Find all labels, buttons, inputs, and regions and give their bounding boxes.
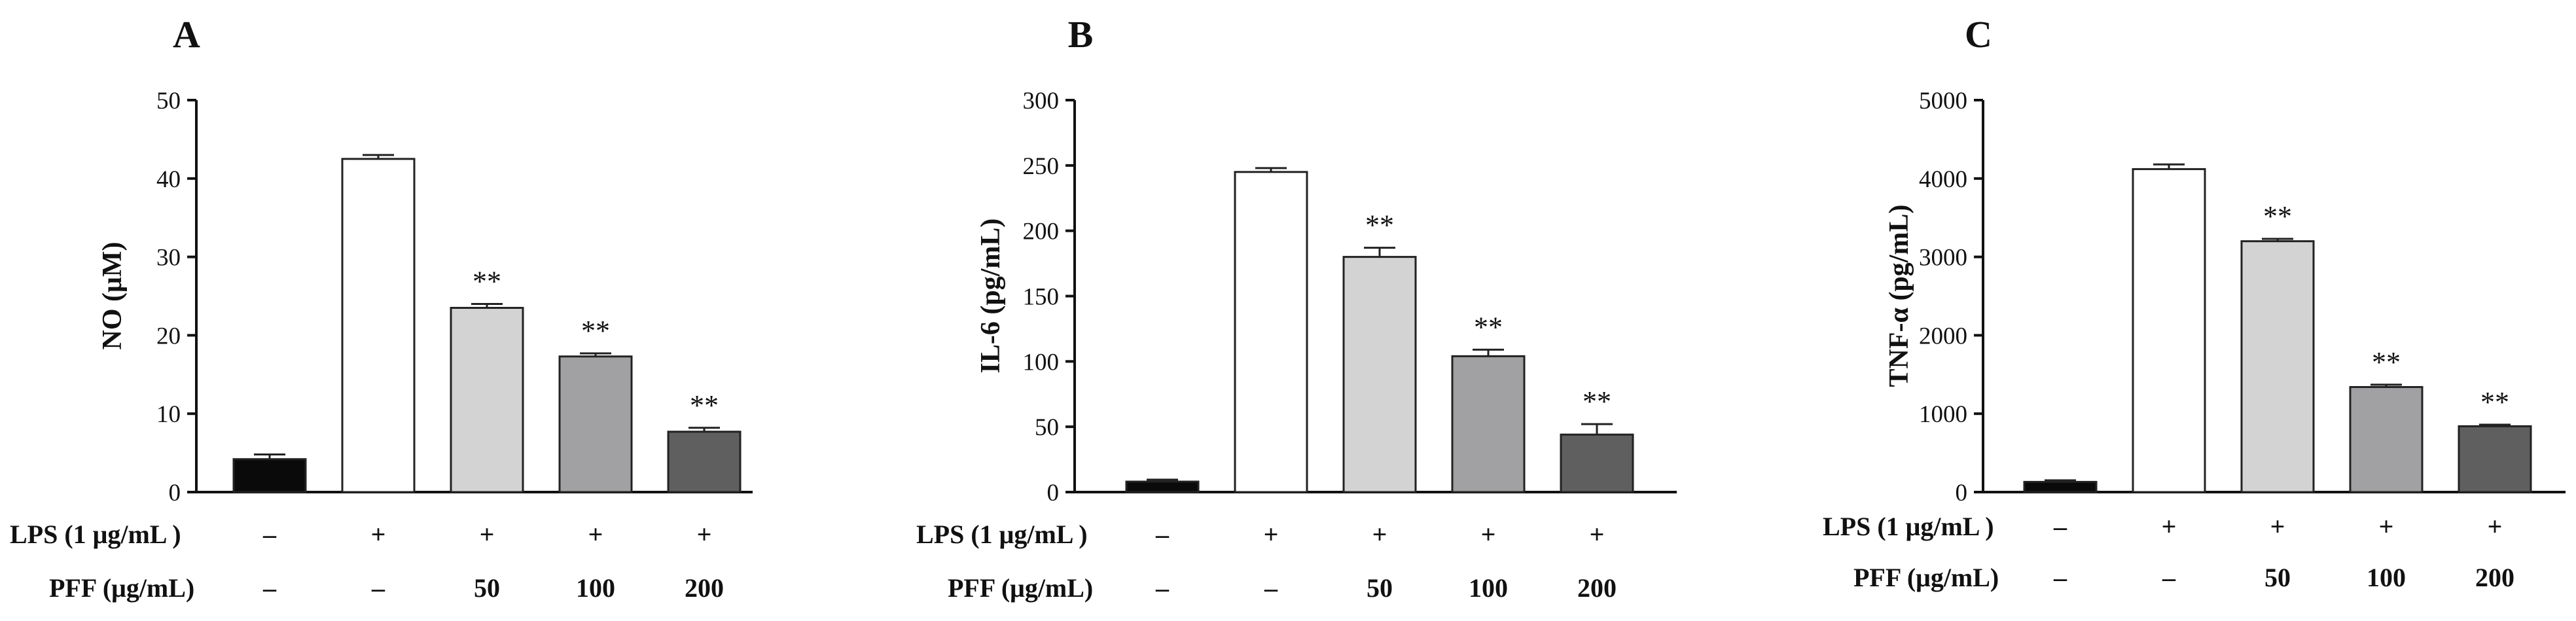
pff-cell: – bbox=[2162, 563, 2176, 592]
lps-cell: + bbox=[371, 520, 386, 549]
pff-cell: 100 bbox=[2367, 563, 2406, 592]
pff-cell: 50 bbox=[2264, 563, 2291, 592]
significance-mark: ** bbox=[690, 389, 719, 421]
y-tick-label: 250 bbox=[1023, 153, 1060, 180]
panel-letter: C bbox=[1965, 13, 1992, 56]
pff-cell: – bbox=[262, 573, 277, 603]
y-tick-label: 3000 bbox=[1919, 245, 1967, 272]
pff-cell: 200 bbox=[2475, 563, 2514, 592]
pff-row-label: PFF (μg/mL) bbox=[948, 573, 1093, 603]
lps-cell: + bbox=[1372, 520, 1387, 549]
y-tick-label: 100 bbox=[1023, 349, 1060, 376]
bar-5 bbox=[1560, 433, 1634, 493]
significance-mark: ** bbox=[2480, 386, 2509, 418]
chart-panel-c: C 0 1000 2000 3000 4000 5000 TNF-α (pg/mL) – – + – *… bbox=[1823, 13, 2566, 592]
pff-cell: 100 bbox=[576, 573, 615, 603]
lps-row-label: LPS (1 μg/mL ) bbox=[1823, 512, 1994, 541]
y-tick-label: 20 bbox=[156, 323, 181, 349]
lps-cell: + bbox=[1481, 520, 1496, 549]
significance-mark: ** bbox=[1583, 385, 1611, 417]
significance-mark: ** bbox=[2372, 346, 2401, 378]
bar-2 bbox=[2132, 168, 2206, 493]
chart-panel-a: A 0 10 20 30 40 50 NO (μM) – – + – ** +50 ** +100 ** +200… bbox=[10, 13, 753, 603]
lps-cell: + bbox=[1264, 520, 1279, 549]
significance-mark: ** bbox=[2263, 200, 2292, 232]
pff-cell: 200 bbox=[685, 573, 724, 603]
lps-cell: + bbox=[697, 520, 712, 549]
pff-cell: 100 bbox=[1469, 573, 1508, 603]
lps-cell: – bbox=[1155, 520, 1170, 549]
lps-cell: + bbox=[480, 520, 495, 549]
lps-row-label: LPS (1 μg/mL ) bbox=[10, 520, 181, 549]
y-tick-label: 0 bbox=[1047, 480, 1060, 506]
lps-cell: + bbox=[1590, 520, 1605, 549]
y-tick-label: 0 bbox=[1956, 480, 1968, 506]
pff-cell: 50 bbox=[1367, 573, 1393, 603]
bar-1 bbox=[232, 458, 307, 493]
y-tick-label: 1000 bbox=[1919, 401, 1967, 428]
y-tick-label: 4000 bbox=[1919, 166, 1967, 193]
chart-panel-b: B 0 50 100 150 200 250 300 IL-6 (pg/mL) – – + – ** +50… bbox=[916, 13, 1677, 603]
bar-5 bbox=[2458, 425, 2532, 493]
bar-1 bbox=[2023, 480, 2098, 493]
y-tick-label: 2000 bbox=[1919, 323, 1967, 349]
bar-2 bbox=[1234, 171, 1308, 493]
lps-cell: – bbox=[2053, 512, 2067, 541]
bar-5 bbox=[667, 431, 742, 493]
lps-cell: + bbox=[2270, 512, 2285, 541]
lps-row-label: LPS (1 μg/mL ) bbox=[916, 520, 1088, 549]
y-axis-label: TNF-α (pg/mL) bbox=[1884, 205, 1914, 387]
pff-cell: 50 bbox=[474, 573, 500, 603]
bar-3 bbox=[2240, 240, 2315, 493]
pff-row-label: PFF (μg/mL) bbox=[1853, 563, 1999, 592]
pff-cell: – bbox=[371, 573, 385, 603]
pff-cell: – bbox=[1155, 573, 1170, 603]
y-tick-label: 30 bbox=[156, 245, 181, 272]
lps-cell: + bbox=[2162, 512, 2177, 541]
pff-cell: – bbox=[2053, 563, 2067, 592]
significance-mark: ** bbox=[1474, 311, 1503, 343]
y-tick-label: 200 bbox=[1023, 219, 1060, 245]
y-tick-label: 0 bbox=[169, 480, 181, 506]
y-tick-label: 5000 bbox=[1919, 88, 1967, 115]
pff-cell: 200 bbox=[1577, 573, 1617, 603]
panel-letter: B bbox=[1068, 13, 1094, 56]
bar-4 bbox=[2349, 385, 2424, 493]
significance-mark: ** bbox=[581, 315, 610, 347]
bar-3 bbox=[450, 306, 524, 493]
bar-4 bbox=[558, 355, 633, 493]
y-tick-label: 40 bbox=[156, 166, 181, 193]
bar-4 bbox=[1451, 355, 1526, 493]
y-tick-label: 50 bbox=[156, 88, 181, 115]
bar-3 bbox=[1342, 256, 1417, 493]
significance-mark: ** bbox=[473, 265, 501, 297]
y-tick-label: 150 bbox=[1023, 284, 1060, 311]
lps-cell: + bbox=[2488, 512, 2503, 541]
pff-cell: – bbox=[1264, 573, 1278, 603]
panel-letter: A bbox=[173, 13, 200, 56]
y-tick-label: 300 bbox=[1023, 88, 1060, 115]
y-tick-label: 50 bbox=[1035, 414, 1059, 441]
lps-cell: + bbox=[2379, 512, 2394, 541]
lps-cell: – bbox=[262, 520, 277, 549]
y-axis-label: IL-6 (pg/mL) bbox=[976, 219, 1006, 374]
pff-row-label: PFF (μg/mL) bbox=[49, 573, 194, 603]
bar-2 bbox=[341, 158, 416, 493]
y-axis-label: NO (μM) bbox=[98, 242, 128, 350]
significance-mark: ** bbox=[1365, 209, 1394, 241]
lps-cell: + bbox=[588, 520, 603, 549]
bar-1 bbox=[1125, 480, 1200, 493]
y-tick-label: 10 bbox=[156, 401, 181, 428]
